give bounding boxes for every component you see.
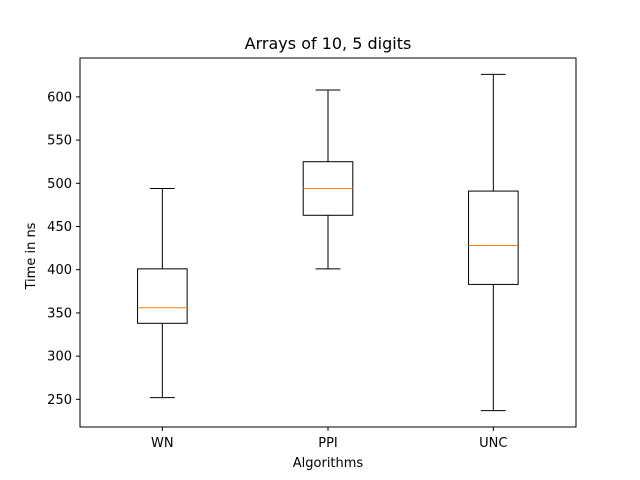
y-tick-label: 500: [47, 177, 72, 192]
plot-area: 250 300 350 400 450 500 550 600 WN PPI UNC: [47, 57, 577, 451]
y-tick-label: 550: [47, 134, 72, 149]
y-tick-label: 600: [47, 90, 72, 105]
x-tick-label: PPI: [318, 436, 338, 451]
y-tick-label: 450: [47, 220, 72, 235]
x-tick-label: UNC: [479, 436, 507, 451]
chart-title: Arrays of 10, 5 digits: [245, 34, 412, 53]
axes-frame: [79, 57, 577, 428]
x-axis-label: Algorithms: [293, 456, 364, 471]
y-tick-label: 350: [47, 306, 72, 321]
iqr-box: [137, 268, 188, 324]
iqr-box: [468, 190, 519, 285]
y-axis-label: Time in ns: [24, 222, 39, 290]
y-tick-label: 400: [47, 263, 72, 278]
x-tick-label: WN: [151, 436, 174, 451]
y-tick-label: 250: [47, 393, 72, 408]
y-tick-label: 300: [47, 350, 72, 365]
